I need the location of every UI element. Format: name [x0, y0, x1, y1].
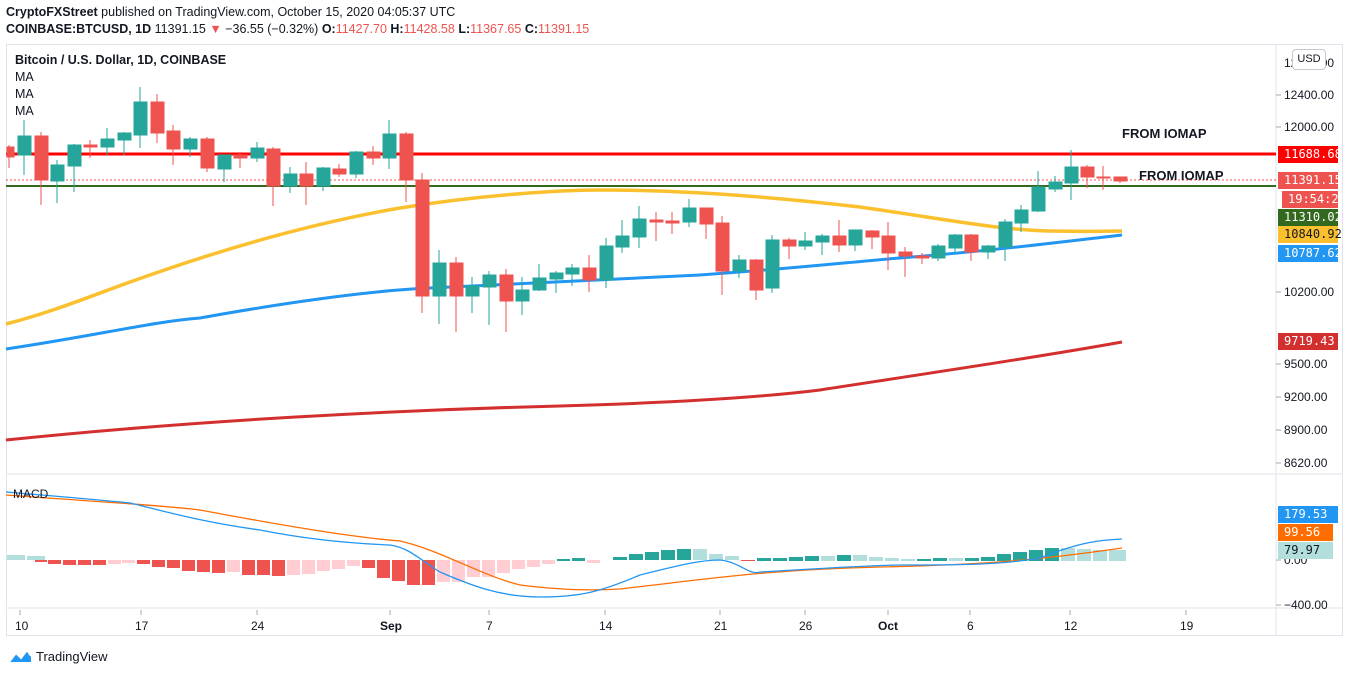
- svg-text:−400.00: −400.00: [1284, 598, 1328, 612]
- price-axis[interactable]: 12400.00 12000.00 10200.00 9500.00 9200.…: [1276, 56, 1334, 470]
- close-value: 11391.15: [538, 22, 590, 36]
- svg-text:21: 21: [714, 619, 728, 633]
- macd-signal-line: [5, 494, 1123, 591]
- svg-text:12: 12: [1064, 619, 1078, 633]
- tag-last-price: 11391.15: [1278, 172, 1342, 189]
- tag-signal: 99.56: [1278, 524, 1333, 541]
- svg-text:26: 26: [799, 619, 813, 633]
- macd-axis[interactable]: 0.00 −400.00: [1276, 553, 1328, 612]
- published-text: published on TradingView.com, October 15…: [101, 5, 456, 19]
- chart-frame[interactable]: [6, 44, 1343, 636]
- last-price: 11391.15: [154, 22, 206, 36]
- series-title: Bitcoin / U.S. Dollar, 1D, COINBASE: [15, 53, 227, 67]
- svg-text:14: 14: [599, 619, 613, 633]
- svg-text:24: 24: [251, 619, 265, 633]
- chart-legend: Bitcoin / U.S. Dollar, 1D, COINBASE MA M…: [15, 52, 226, 120]
- tag-histogram: 79.97: [1278, 542, 1333, 559]
- tag-ma50: 10840.92: [1278, 226, 1342, 243]
- footer-brand[interactable]: TradingView: [8, 648, 108, 664]
- candles: [6, 87, 1128, 332]
- macd-label[interactable]: MACD: [13, 487, 49, 501]
- currency-button[interactable]: USD: [1292, 49, 1326, 70]
- tag-support: 11310.02: [1278, 209, 1342, 226]
- brand-name: TradingView: [36, 648, 108, 664]
- svg-text:9200.00: 9200.00: [1284, 390, 1328, 404]
- annotation-support[interactable]: FROM IOMAP: [1139, 168, 1224, 183]
- ma-indicator-3[interactable]: MA: [15, 104, 34, 118]
- tag-resistance: 11688.68: [1278, 146, 1342, 163]
- tag-countdown: 19:54:25: [1282, 191, 1346, 208]
- macd-histogram: [7, 548, 1126, 585]
- ma-indicator-1[interactable]: MA: [15, 70, 34, 84]
- svg-text:8900.00: 8900.00: [1284, 423, 1328, 437]
- publisher-name[interactable]: CryptoFXStreet: [6, 5, 98, 19]
- publish-info: CryptoFXStreet published on TradingView.…: [6, 5, 455, 19]
- ma-indicator-2[interactable]: MA: [15, 87, 34, 101]
- ma100-line: [5, 233, 1123, 351]
- annotation-resistance[interactable]: FROM IOMAP: [1122, 126, 1207, 141]
- symbol: COINBASE:BTCUSD, 1D: [6, 22, 152, 36]
- macd-line: [5, 491, 1123, 598]
- high-value: 11428.58: [403, 22, 455, 36]
- tradingview-logo-icon: [8, 648, 32, 663]
- svg-text:6: 6: [967, 619, 974, 633]
- svg-text:17: 17: [135, 619, 149, 633]
- svg-text:7: 7: [486, 619, 493, 633]
- ohlc-bar: COINBASE:BTCUSD, 1D 11391.15 ▼ −36.55 (−…: [6, 22, 590, 36]
- tag-ma100: 10787.62: [1278, 245, 1342, 262]
- svg-text:12000.00: 12000.00: [1284, 120, 1334, 134]
- tag-ma200: 9719.43: [1278, 333, 1338, 350]
- svg-text:8620.00: 8620.00: [1284, 456, 1328, 470]
- ma50-line: [5, 188, 1123, 326]
- svg-text:Oct: Oct: [878, 619, 898, 633]
- low-value: 11367.65: [470, 22, 522, 36]
- ma200-line: [5, 340, 1123, 442]
- tag-macd: 179.53: [1278, 506, 1338, 523]
- down-arrow-icon: ▼: [209, 22, 222, 36]
- svg-text:10200.00: 10200.00: [1284, 285, 1334, 299]
- open-value: 11427.70: [335, 22, 387, 36]
- svg-text:10: 10: [15, 619, 29, 633]
- svg-text:9500.00: 9500.00: [1284, 357, 1328, 371]
- svg-text:19: 19: [1180, 619, 1194, 633]
- svg-text:12400.00: 12400.00: [1284, 88, 1334, 102]
- price-change: −36.55 (−0.32%): [225, 22, 319, 36]
- time-axis[interactable]: 10 17 24 Sep 7 14 21 26 Oct 6 12 19: [15, 610, 1194, 633]
- svg-text:Sep: Sep: [380, 619, 402, 633]
